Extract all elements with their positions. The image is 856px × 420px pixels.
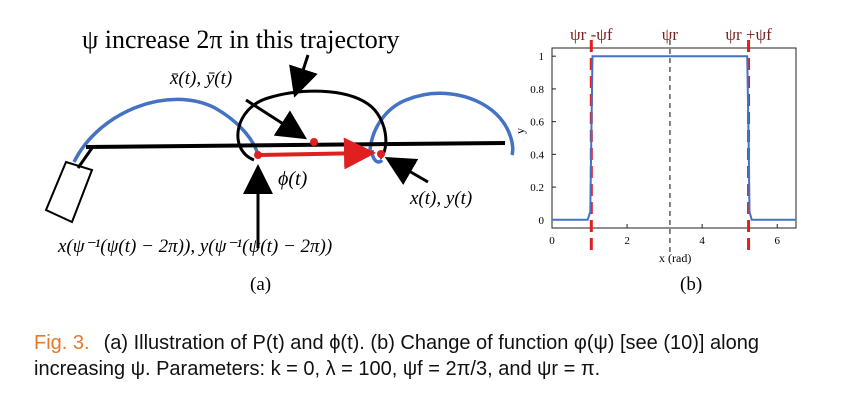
- figure-canvas: ψ increase 2π in this trajectory x̄(t), …: [44, 25, 797, 295]
- title-pointer-arrow: [289, 54, 318, 98]
- y-tick-label-2: 0.4: [530, 149, 544, 161]
- point-end: [377, 150, 385, 158]
- panel-a-sublabel: (a): [250, 274, 271, 295]
- y-tick-label-0: 0: [539, 215, 545, 227]
- top-label-2: ψr +ψf: [725, 25, 772, 44]
- panel-b-sublabel: (b): [680, 274, 702, 295]
- panel-a: ψ increase 2π in this trajectory x̄(t), …: [44, 25, 515, 295]
- x-tick-label-0: 0: [549, 235, 555, 247]
- trajectory-path: [72, 97, 260, 163]
- x-tick-label-1: 2: [624, 235, 630, 247]
- y-tick-label-4: 0.8: [530, 84, 544, 96]
- label-mean: x̄(t), ȳ(t): [169, 68, 232, 89]
- point-center: [310, 138, 318, 146]
- y-tick-label-5: 1: [539, 51, 545, 63]
- y-tick-label-3: 0.6: [530, 117, 544, 129]
- series-line-0: [552, 55, 796, 221]
- y-tick-label-1: 0.2: [530, 182, 544, 194]
- x-axis-label: x (rad): [659, 251, 691, 265]
- label-inverse: x(ψ⁻¹(ψ(t) − 2π)), y(ψ⁻¹(ψ(t) − 2π)): [57, 236, 332, 257]
- label-xy: x(t), y(t): [409, 188, 472, 209]
- phi-arrow: [259, 137, 376, 170]
- trajectory-axis: [85, 141, 506, 149]
- top-label-1: ψr: [662, 25, 679, 44]
- robot-axle: [76, 147, 94, 169]
- figure-caption: Fig. 3. (a) Illustration of P(t) and ϕ(t)…: [34, 330, 834, 382]
- x-tick-label-3: 6: [774, 235, 780, 247]
- panel-a-title: ψ increase 2π in this trajectory: [82, 25, 399, 54]
- plot-frame: [551, 47, 797, 229]
- x-tick-label-2: 4: [699, 235, 705, 247]
- caption-text: (a) Illustration of P(t) and ϕ(t). (b) C…: [34, 332, 759, 380]
- label-phi: ϕ(t): [278, 168, 308, 190]
- robot-body-icon: [44, 160, 94, 224]
- top-labels: ψr -ψf ψr ψr +ψf: [570, 25, 772, 44]
- plot-elements: 0 0.2 0.4 0.6 0.8 1 0 2 4 6: [530, 40, 796, 254]
- xy-pointer-arrow: [384, 156, 429, 186]
- y-axis-label: y: [513, 128, 527, 134]
- mean-pointer-arrow: [245, 98, 308, 140]
- caption-label: Fig. 3.: [34, 332, 90, 354]
- center-arc: [236, 89, 388, 162]
- point-start: [254, 151, 262, 159]
- panel-b: ψr -ψf ψr ψr +ψf 0 0.2 0.4 0.6 0.8 1 0 2 4 6 x (rad…: [513, 25, 797, 295]
- top-label-0: ψr -ψf: [570, 25, 613, 44]
